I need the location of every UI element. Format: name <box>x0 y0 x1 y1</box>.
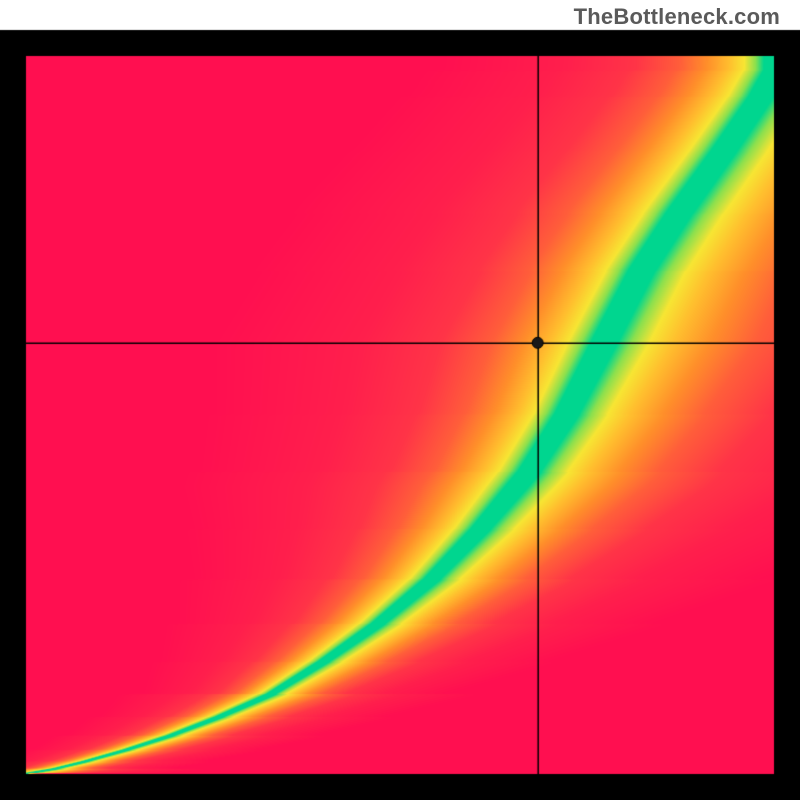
chart-container: TheBottleneck.com <box>0 0 800 800</box>
watermark-text: TheBottleneck.com <box>574 4 780 30</box>
bottleneck-heatmap-canvas <box>0 0 800 800</box>
